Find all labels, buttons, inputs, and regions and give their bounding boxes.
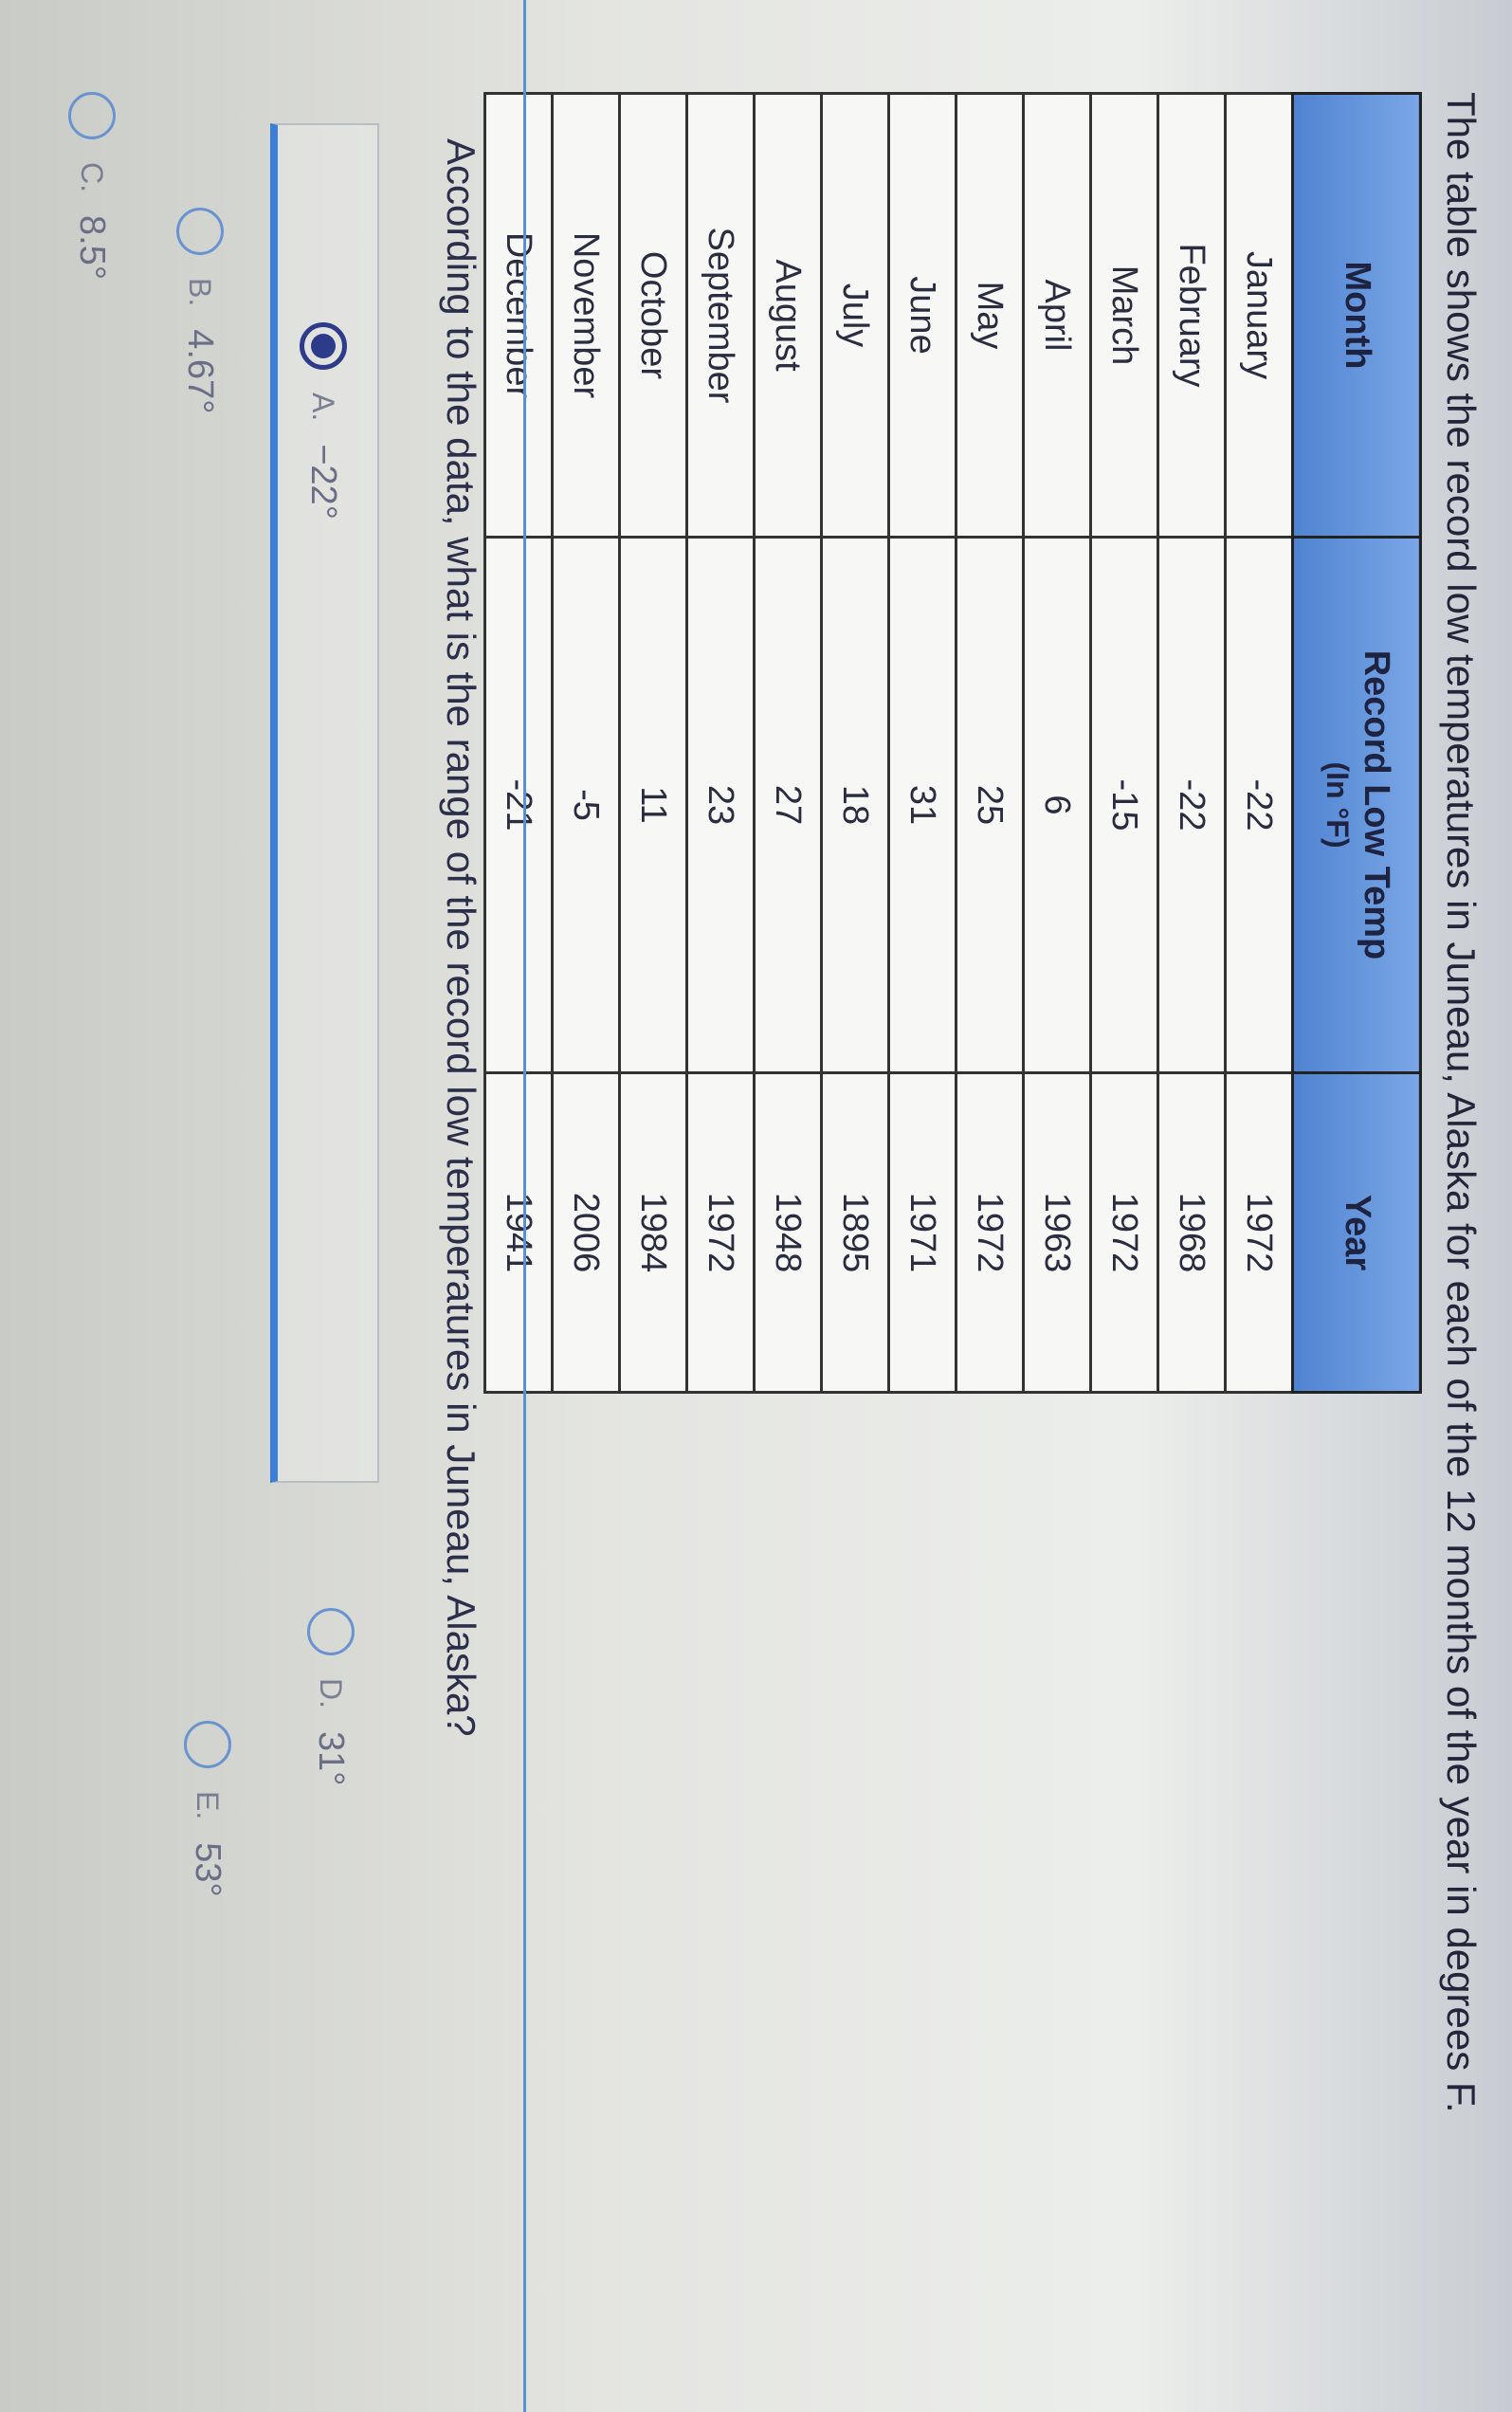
table-row: September 23 1972	[686, 93, 755, 1393]
radio-icon[interactable]	[184, 1721, 231, 1768]
question-text: According to the data, what is the range…	[439, 138, 483, 1737]
cell-record-low: -21	[484, 537, 553, 1073]
cell-record-low: 23	[686, 537, 755, 1073]
option-letter: E.	[191, 1791, 226, 1820]
cell-month: August	[754, 93, 822, 538]
radio-selected-icon[interactable]	[300, 322, 347, 370]
cell-year: 1941	[484, 1072, 553, 1393]
cell-month: February	[1157, 93, 1226, 538]
table-row: February -22 1968	[1157, 93, 1226, 1393]
cell-record-low: 25	[956, 537, 1024, 1073]
table-row: April 6 1963	[1023, 93, 1091, 1393]
radio-icon[interactable]	[307, 1608, 355, 1655]
table-row: August 27 1948	[754, 93, 822, 1393]
cell-month: October	[619, 93, 687, 538]
cell-month: July	[821, 93, 889, 538]
cell-record-low: -22	[1225, 537, 1293, 1073]
cell-record-low: 18	[821, 537, 889, 1073]
cell-month: December	[484, 93, 553, 538]
cell-record-low: 11	[619, 537, 687, 1073]
radio-icon[interactable]	[176, 208, 224, 255]
radio-icon[interactable]	[68, 92, 116, 139]
header-record-low-label: Record Low Temp	[1356, 649, 1396, 960]
cell-year: 1968	[1157, 1072, 1226, 1393]
cell-year: 1963	[1023, 1072, 1091, 1393]
header-unit: (In °F)	[1321, 761, 1355, 849]
table-row: June 31 1971	[888, 93, 956, 1393]
question-prompt: The table shows the record low temperatu…	[1439, 92, 1484, 2113]
header-year: Year	[1292, 1072, 1421, 1393]
table-row: October 11 1984	[619, 93, 687, 1393]
cell-record-low: 31	[888, 537, 956, 1073]
cell-year: 1972	[686, 1072, 755, 1393]
option-d[interactable]: D. 31°	[307, 1608, 355, 1785]
cell-month: March	[1090, 93, 1158, 538]
cell-record-low: 6	[1023, 537, 1091, 1073]
option-letter: C.	[75, 162, 110, 192]
option-value: 53°	[188, 1842, 228, 1897]
option-letter: A.	[306, 393, 341, 422]
table-row: March -15 1972	[1090, 93, 1158, 1393]
cell-month: April	[1023, 93, 1091, 538]
option-value: 31°	[311, 1731, 352, 1786]
cell-record-low: 27	[754, 537, 822, 1073]
temperature-table: Month Record Low Temp (In °F) Year Janua…	[483, 92, 1422, 1394]
cell-year: 1948	[754, 1072, 822, 1393]
cell-year: 2006	[552, 1072, 620, 1393]
option-letter: B.	[183, 278, 218, 307]
cell-year: 1984	[619, 1072, 687, 1393]
cell-month: November	[552, 93, 620, 538]
cell-record-low: -22	[1157, 537, 1226, 1073]
option-value: −22°	[303, 444, 344, 520]
option-value: 4.67°	[180, 329, 221, 414]
option-value: 8.5°	[72, 215, 113, 281]
cell-month: January	[1225, 93, 1293, 538]
cell-record-low: -15	[1090, 537, 1158, 1073]
header-record-low: Record Low Temp (In °F)	[1292, 537, 1421, 1073]
option-letter: D.	[314, 1678, 349, 1708]
cell-year: 1972	[1090, 1072, 1158, 1393]
option-b[interactable]: B. 4.67°	[176, 208, 224, 413]
divider	[523, 0, 526, 2412]
cell-year: 1895	[821, 1072, 889, 1393]
cell-month: September	[686, 93, 755, 538]
table-row: July 18 1895	[821, 93, 889, 1393]
cell-record-low: -5	[552, 537, 620, 1073]
table-header-row: Month Record Low Temp (In °F) Year	[1292, 93, 1421, 1393]
cell-year: 1972	[1225, 1072, 1293, 1393]
cell-year: 1971	[888, 1072, 956, 1393]
cell-month: June	[888, 93, 956, 538]
cell-year: 1972	[956, 1072, 1024, 1393]
option-a[interactable]: A. −22°	[300, 322, 347, 520]
table-row: November -5 2006	[552, 93, 620, 1393]
header-month: Month	[1292, 93, 1421, 538]
table-row: January -22 1972	[1225, 93, 1293, 1393]
option-c[interactable]: C. 8.5°	[68, 92, 116, 280]
cell-month: May	[956, 93, 1024, 538]
table-row: May 25 1972	[956, 93, 1024, 1393]
table-row: December -21 1941	[484, 93, 553, 1393]
option-e[interactable]: E. 53°	[184, 1721, 231, 1897]
